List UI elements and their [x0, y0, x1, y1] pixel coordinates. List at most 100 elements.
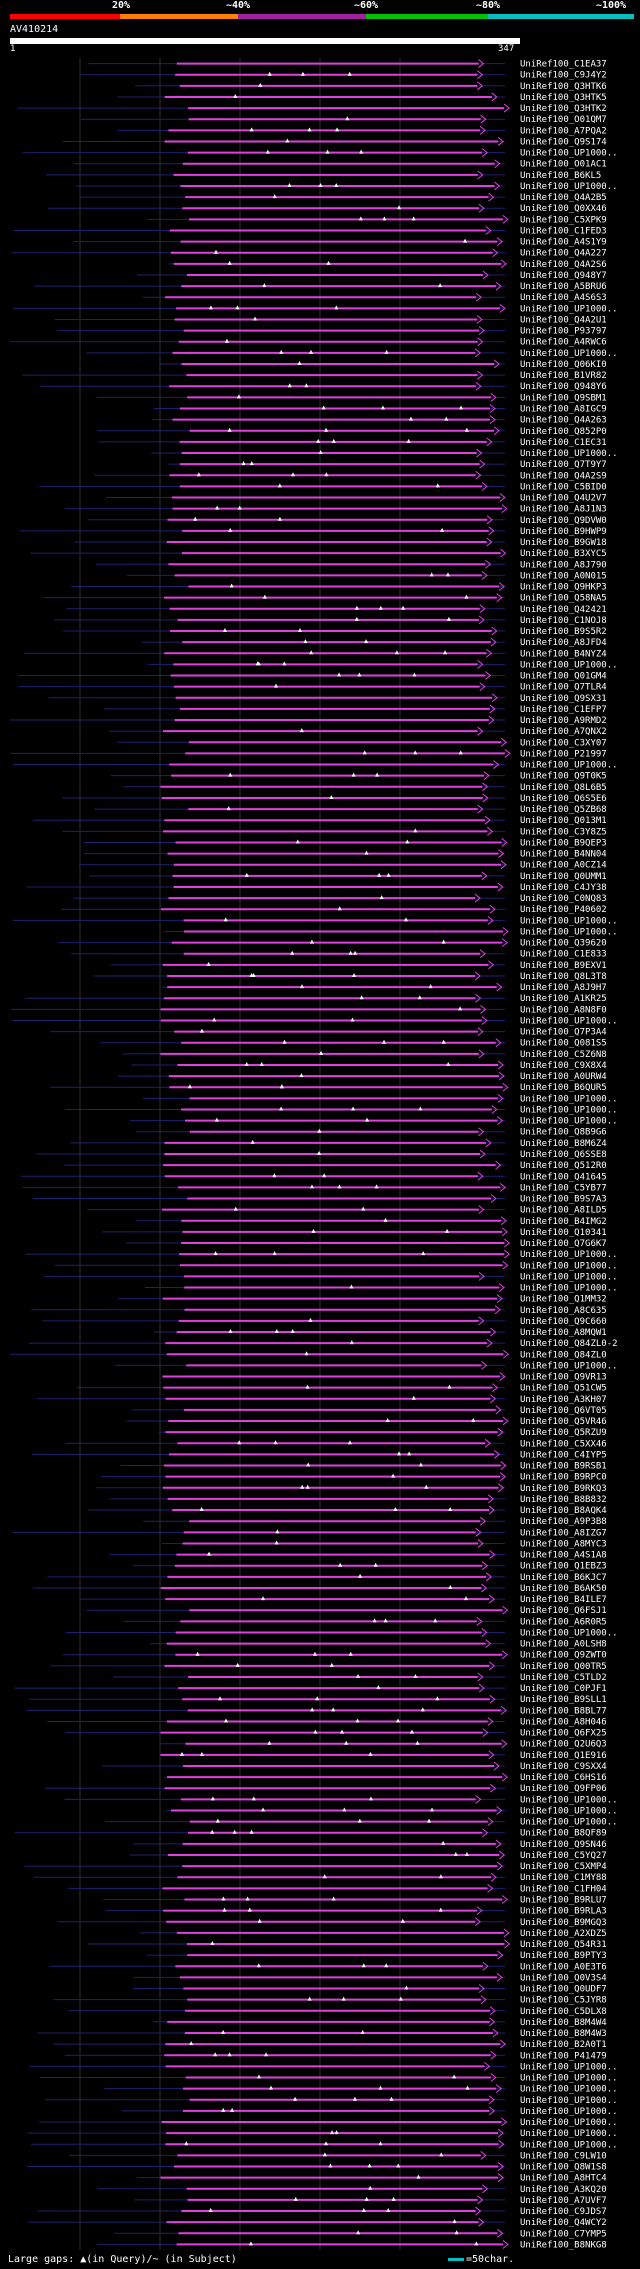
hit-label[interactable]: UniRef100_C7YMP5	[520, 2229, 607, 2239]
hit-label[interactable]: UniRef100_UP1000..	[520, 1361, 618, 1371]
hit-label[interactable]: UniRef100_B9QEP3	[520, 838, 607, 848]
hit-label[interactable]: UniRef100_B8AQK4	[520, 1506, 607, 1516]
hit-label[interactable]: UniRef100_Q2U6Q3	[520, 1740, 607, 1750]
hit-row[interactable]: UniRef100_C9JDS7	[37, 2206, 607, 2217]
hit-row[interactable]: UniRef100_Q948Y6	[39, 381, 607, 392]
hit-row[interactable]: UniRef100_B9RPC0	[100, 1472, 607, 1483]
hit-row[interactable]: UniRef100_Q2U6Q3	[159, 1739, 607, 1750]
hit-label[interactable]: UniRef100_Q1E916	[520, 1751, 607, 1761]
hit-label[interactable]: UniRef100_P93797	[520, 327, 607, 337]
hit-label[interactable]: UniRef100_UP1000..	[520, 2062, 618, 2072]
hit-label[interactable]: UniRef100_Q948Y6	[520, 382, 607, 392]
hit-row[interactable]: UniRef100_C6HS16	[164, 1772, 607, 1783]
hit-row[interactable]: UniRef100_C5BID0	[39, 481, 607, 492]
hit-label[interactable]: UniRef100_B6KJC7	[520, 1573, 607, 1583]
hit-label[interactable]: UniRef100_C1FED3	[520, 226, 607, 236]
hit-label[interactable]: UniRef100_UP1000..	[520, 1250, 618, 1260]
hit-row[interactable]: UniRef100_UP1000..	[31, 2139, 618, 2150]
hit-row[interactable]: UniRef100_Q7P3A4	[50, 1027, 607, 1038]
hit-row[interactable]: UniRef100_UP1000..	[22, 148, 618, 159]
hit-row[interactable]: UniRef100_UP1000..	[151, 448, 618, 459]
hit-row[interactable]: UniRef100_Q4A2U1	[54, 315, 607, 325]
hit-row[interactable]: UniRef100_Q9S174	[62, 137, 607, 147]
hit-row[interactable]: UniRef100_B8M4W3	[37, 2028, 607, 2039]
hit-row[interactable]: UniRef100_UP1000..	[130, 1116, 618, 1127]
hit-label[interactable]: UniRef100_Q54R31	[520, 1940, 607, 1950]
hit-row[interactable]: UniRef100_UP1000..	[148, 660, 618, 670]
hit-label[interactable]: UniRef100_Q84ZL0	[520, 1350, 607, 1360]
hit-label[interactable]: UniRef100_C1EFP7	[520, 705, 607, 715]
hit-row[interactable]: UniRef100_Q39620	[58, 938, 607, 949]
hit-label[interactable]: UniRef100_C9J4Y2	[520, 71, 607, 81]
hit-row[interactable]: UniRef100_C5YB77	[22, 1182, 607, 1193]
hit-label[interactable]: UniRef100_Q081S5	[520, 1039, 607, 1049]
hit-row[interactable]: UniRef100_Q9T0K5	[110, 771, 607, 782]
hit-label[interactable]: UniRef100_A8H046	[520, 1717, 607, 1727]
hit-row[interactable]: UniRef100_Q9C660	[42, 1316, 607, 1327]
hit-label[interactable]: UniRef100_Q9ZWT0	[520, 1651, 607, 1661]
hit-label[interactable]: UniRef100_UP1000..	[520, 1117, 618, 1127]
hit-label[interactable]: UniRef100_Q3HTK5	[520, 93, 607, 103]
hit-label[interactable]: UniRef100_Q6FX25	[520, 1729, 607, 1739]
hit-label[interactable]: UniRef100_UP1000..	[520, 1284, 618, 1294]
hit-row[interactable]: UniRef100_Q7T9Y7	[168, 459, 607, 470]
hit-row[interactable]: UniRef100_B4IMG2	[136, 1216, 607, 1227]
hit-label[interactable]: UniRef100_A0URW4	[520, 1072, 607, 1082]
hit-row[interactable]: UniRef100_UP1000..	[166, 1806, 618, 1816]
hit-label[interactable]: UniRef100_Q9S174	[520, 137, 607, 147]
hit-label[interactable]: UniRef100_Q06KI0	[520, 360, 607, 370]
hit-row[interactable]: UniRef100_Q7TLR4	[18, 682, 607, 693]
hit-label[interactable]: UniRef100_Q7P3A4	[520, 1028, 607, 1038]
hit-label[interactable]: UniRef100_A5BRU6	[520, 282, 607, 292]
hit-label[interactable]: UniRef100_Q9SBM1	[520, 393, 607, 403]
hit-row[interactable]: UniRef100_P21997	[10, 749, 607, 759]
hit-label[interactable]: UniRef100_UP1000..	[520, 1628, 618, 1638]
hit-row[interactable]: UniRef100_Q1EBZ3	[132, 1561, 607, 1572]
hit-row[interactable]: UniRef100_C1EC31	[98, 437, 607, 448]
hit-label[interactable]: UniRef100_C0NQ83	[520, 894, 607, 904]
hit-label[interactable]: UniRef100_B8B832	[520, 1495, 607, 1505]
hit-label[interactable]: UniRef100_Q1EBZ3	[520, 1562, 607, 1572]
hit-label[interactable]: UniRef100_A4S1A8	[520, 1551, 607, 1561]
hit-label[interactable]: UniRef100_UP1000..	[520, 349, 618, 359]
hit-label[interactable]: UniRef100_Q0XX46	[520, 204, 607, 214]
hit-row[interactable]: UniRef100_Q06KI0	[158, 359, 607, 370]
hit-label[interactable]: UniRef100_B9RPC0	[520, 1473, 607, 1483]
hit-label[interactable]: UniRef100_UP1000..	[520, 1016, 618, 1026]
hit-row[interactable]: UniRef100_C5DLX8	[68, 2006, 607, 2017]
hit-label[interactable]: UniRef100_A4S6S3	[520, 293, 607, 303]
hit-row[interactable]: UniRef100_Q8L3T8	[93, 971, 607, 982]
hit-row[interactable]: UniRef100_A8JFD4	[142, 637, 607, 648]
hit-label[interactable]: UniRef100_B9RLA3	[520, 1907, 607, 1917]
hit-label[interactable]: UniRef100_A4RWC6	[520, 338, 607, 348]
hit-label[interactable]: UniRef100_A8ILD5	[520, 1206, 607, 1216]
hit-label[interactable]: UniRef100_A0LSH8	[520, 1640, 607, 1650]
hit-row[interactable]: UniRef100_C5YQ27	[129, 1850, 607, 1861]
hit-label[interactable]: UniRef100_C5XX46	[520, 1439, 607, 1449]
hit-row[interactable]: UniRef100_A8H046	[46, 1717, 607, 1727]
hit-row[interactable]: UniRef100_A4S1A8	[109, 1550, 607, 1561]
hit-label[interactable]: UniRef100_Q4A2S9	[520, 471, 607, 481]
hit-row[interactable]: UniRef100_Q1E916	[160, 1750, 607, 1761]
hit-row[interactable]: UniRef100_Q00TR5	[49, 1661, 607, 1672]
hit-label[interactable]: UniRef100_UP1000..	[520, 2085, 618, 2095]
hit-row[interactable]: UniRef100_Q8L6B5	[123, 782, 607, 793]
hit-row[interactable]: UniRef100_C7YMP5	[114, 2228, 607, 2239]
hit-label[interactable]: UniRef100_A8J9H7	[520, 983, 607, 993]
hit-row[interactable]: UniRef100_C4JY38	[26, 882, 607, 893]
hit-label[interactable]: UniRef100_UP1000..	[520, 2118, 618, 2128]
hit-label[interactable]: UniRef100_Q5RZU9	[520, 1428, 607, 1438]
hit-row[interactable]: UniRef100_Q10341	[102, 1227, 607, 1238]
hit-label[interactable]: UniRef100_A8MYC3	[520, 1539, 607, 1549]
hit-row[interactable]: UniRef100_A4S1Y9	[72, 237, 607, 248]
hit-label[interactable]: UniRef100_B6AK50	[520, 1584, 607, 1594]
hit-label[interactable]: UniRef100_A3KH07	[520, 1395, 607, 1405]
hit-row[interactable]: UniRef100_B9RLU7	[103, 1895, 607, 1906]
hit-label[interactable]: UniRef100_UP1000..	[520, 1105, 618, 1115]
hit-row[interactable]: UniRef100_A4RWC6	[10, 337, 607, 348]
hit-label[interactable]: UniRef100_A0E3T6	[520, 1962, 607, 1972]
hit-label[interactable]: UniRef100_Q41645	[520, 1172, 607, 1182]
hit-label[interactable]: UniRef100_Q7TLR4	[520, 683, 607, 693]
hit-row[interactable]: UniRef100_Q5ZB68	[94, 804, 607, 815]
hit-row[interactable]: UniRef100_Q6FSJ1	[86, 1605, 607, 1616]
